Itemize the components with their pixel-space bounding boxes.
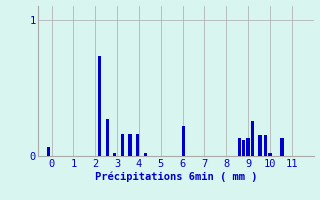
Bar [268,153,272,156]
Bar [242,140,245,156]
Bar [251,121,254,156]
Bar [280,138,284,156]
Bar [98,56,101,156]
Bar [136,134,140,156]
Bar [121,134,124,156]
Bar [259,135,262,156]
Bar [264,135,267,156]
Bar [182,126,185,156]
Bar [246,138,250,156]
Bar [47,147,50,156]
Bar [144,153,147,156]
Bar [106,119,109,156]
Bar [113,153,116,156]
Bar [129,134,132,156]
X-axis label: Précipitations 6min ( mm ): Précipitations 6min ( mm ) [95,172,257,182]
Bar [238,138,241,156]
